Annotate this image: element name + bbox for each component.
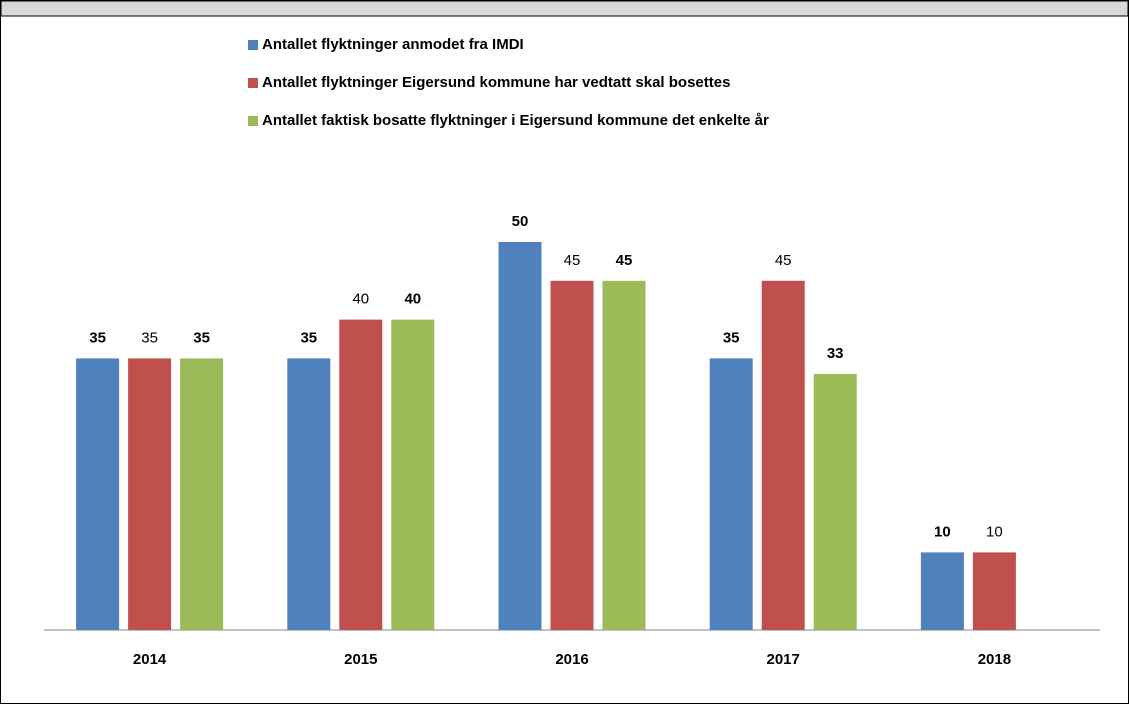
bar	[128, 358, 172, 630]
bar	[602, 280, 646, 630]
bar	[550, 280, 594, 630]
data-label: 50	[512, 213, 529, 230]
legend-swatch	[248, 40, 258, 50]
x-tick-label: 2016	[555, 651, 588, 668]
bar	[180, 358, 224, 630]
data-label: 10	[986, 523, 1003, 540]
x-tick-label: 2015	[344, 651, 377, 668]
legend-swatch	[248, 116, 258, 126]
bar	[76, 358, 120, 630]
legend-label: Antallet faktisk bosatte flyktninger i E…	[262, 112, 769, 129]
data-label: 40	[404, 291, 421, 308]
x-tick-label: 2018	[978, 651, 1011, 668]
data-label: 45	[775, 252, 792, 269]
legend-swatch	[248, 78, 258, 88]
legend-label: Antallet flyktninger Eigersund kommune h…	[262, 74, 730, 91]
data-label: 10	[934, 523, 951, 540]
data-label: 35	[141, 329, 158, 346]
bar	[920, 552, 964, 630]
data-label: 45	[616, 252, 633, 269]
data-label: 35	[193, 329, 210, 346]
bar	[813, 373, 857, 630]
data-label: 45	[564, 252, 581, 269]
bar	[339, 319, 383, 630]
data-label: 35	[723, 329, 740, 346]
bar	[709, 358, 753, 630]
legend-label: Antallet flyktninger anmodet fra IMDI	[262, 36, 524, 53]
bar	[498, 242, 542, 630]
data-label: 33	[827, 345, 844, 362]
x-tick-label: 2014	[133, 651, 167, 668]
bar	[287, 358, 331, 630]
data-label: 40	[352, 291, 369, 308]
data-label: 35	[89, 329, 106, 346]
data-label: 35	[300, 329, 317, 346]
bar	[972, 552, 1016, 630]
header-bar	[0, 0, 1129, 17]
bar	[761, 280, 805, 630]
bar	[391, 319, 435, 630]
x-tick-label: 2017	[767, 651, 800, 668]
